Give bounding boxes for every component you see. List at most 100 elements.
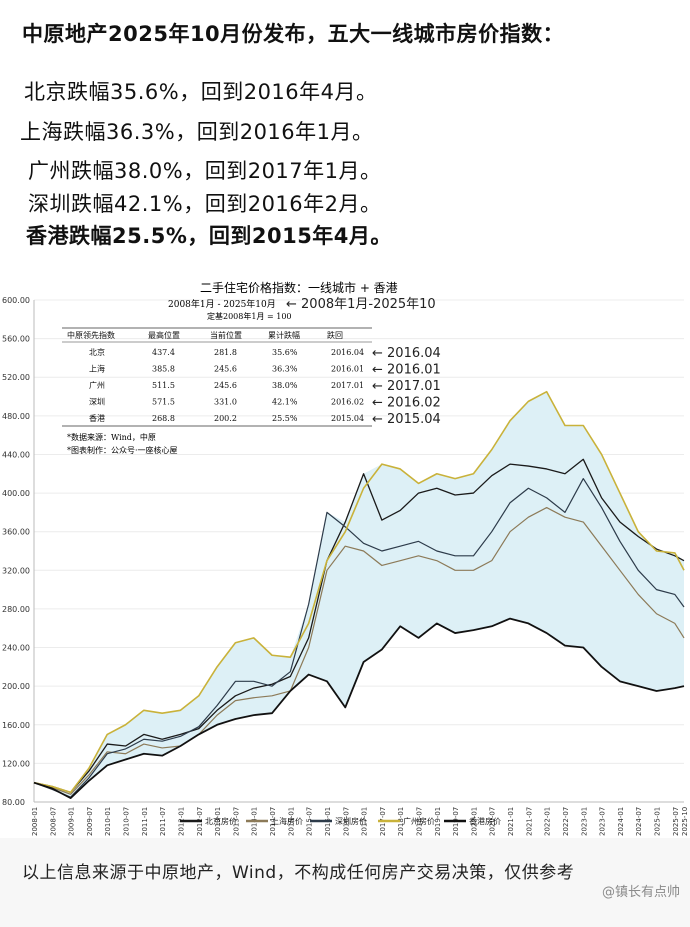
- x-tick-label: 2025-10: [681, 807, 689, 836]
- x-tick-label: 2022-01: [544, 807, 552, 836]
- x-tick-label: 2021-07: [525, 807, 533, 836]
- x-tick-label: 2022-07: [562, 807, 570, 836]
- chart-subtitle: 2008年1月 - 2025年10月: [168, 298, 276, 310]
- x-tick-label: 2011-07: [159, 807, 167, 836]
- table-header: 跌回: [327, 330, 343, 340]
- table-header: 当前位置: [210, 330, 242, 340]
- series-line-beijing: [33, 458, 685, 793]
- x-tick-label: 2014-07: [269, 807, 277, 836]
- table-cell: 437.4: [152, 348, 175, 357]
- x-tick-label: 2009-01: [68, 807, 76, 836]
- y-axis-ticks: 80.00 120.00 160.00 200.00 240.00 280.00 320.0…: [2, 296, 30, 807]
- x-tick-label: 2016-07: [342, 807, 350, 836]
- y-tick-label: 280.00: [2, 605, 30, 614]
- x-tick-label: 2013-01: [214, 807, 222, 836]
- y-tick-label: 440.00: [2, 450, 30, 459]
- base-note: 定基2008年1月 = 100: [207, 311, 292, 321]
- legend-label: 香港房价: [469, 816, 501, 826]
- legend-label: 广州房价: [403, 816, 435, 826]
- y-tick-label: 200.00: [2, 682, 30, 691]
- y-tick-label: 240.00: [2, 644, 30, 653]
- table-cell: 北京: [89, 347, 105, 357]
- table-cell: 200.2: [214, 414, 237, 423]
- table-cell: 571.5: [152, 398, 175, 407]
- x-tick-label: 2023-07: [599, 807, 607, 836]
- x-tick-label: 2011-01: [141, 807, 149, 836]
- y-tick-label: 600.00: [2, 296, 30, 305]
- series-line-shanghai: [33, 506, 685, 795]
- x-tick-label: 2008-07: [49, 807, 57, 836]
- table-header: 中原领先指数: [67, 330, 115, 340]
- handwritten-annotation: ← 2016.01: [372, 363, 441, 378]
- handwritten-annotation: ← 2016.02: [372, 396, 441, 411]
- table-cell: 广州: [89, 380, 105, 390]
- maker-note: *图表制作：公众号·一座核心屋: [67, 445, 178, 455]
- table-cell: 385.8: [152, 365, 175, 374]
- chart-series-lines: [33, 390, 685, 800]
- chart-legend: 北京房价 上海房价 深圳房价 广州房价 香港房价: [180, 816, 501, 826]
- x-tick-label: 2024-07: [635, 807, 643, 836]
- x-tick-label: 2018-07: [416, 807, 424, 836]
- headline: 中原地产2025年10月份发布，五大一线城市房价指数：: [22, 22, 565, 46]
- footer-background: [0, 838, 690, 927]
- x-tick-label: 2025-01: [654, 807, 662, 836]
- handwritten-annotation: ← 2016.04: [372, 346, 441, 361]
- x-tick-label: 2024-01: [617, 807, 625, 836]
- stat-guangzhou: 广州跌幅38.0%，回到2017年1月。: [28, 159, 382, 183]
- x-tick-label: 2010-01: [104, 807, 112, 836]
- stat-beijing: 北京跌幅35.6%，回到2016年4月。: [24, 80, 378, 104]
- y-tick-label: 80.00: [2, 798, 25, 807]
- table-cell: 2017.01: [331, 381, 364, 390]
- table-cell: 331.0: [214, 398, 237, 407]
- table-header: 最高位置: [148, 330, 180, 340]
- x-tick-label: 2013-07: [232, 807, 240, 836]
- y-tick-label: 160.00: [2, 721, 30, 730]
- y-tick-label: 360.00: [2, 528, 30, 537]
- table-cell: 2016.04: [331, 348, 364, 357]
- series-line-shenzhen: [33, 477, 685, 798]
- footer-disclaimer: 以上信息来源于中原地产，Wind，不构成任何房产交易决策，仅供参考: [22, 863, 575, 883]
- legend-label: 深圳房价: [335, 816, 367, 826]
- stat-hongkong: 香港跌幅25.5%，回到2015年4月。: [26, 224, 392, 248]
- handwritten-annotation: ← 2017.01: [372, 379, 441, 394]
- x-tick-label: 2019-01: [434, 807, 442, 836]
- subtitle-handwritten-note: ← 2008年1月-2025年10: [286, 297, 436, 312]
- table-header: 累计跌幅: [268, 330, 300, 340]
- x-tick-label: 2009-07: [86, 807, 94, 836]
- y-tick-label: 320.00: [2, 566, 30, 575]
- x-tick-label: 2018-01: [397, 807, 405, 836]
- x-tick-label: 2020-07: [489, 807, 497, 836]
- x-tick-label: 2015-01: [287, 807, 295, 836]
- x-tick-label: 2023-01: [580, 807, 588, 836]
- y-tick-label: 120.00: [2, 759, 30, 768]
- chart-title: 二手住宅价格指数：一线城市 + 香港: [200, 280, 398, 295]
- stat-shenzhen: 深圳跌幅42.1%，回到2016年2月。: [28, 192, 382, 216]
- table-cell: 38.0%: [272, 381, 298, 390]
- table-cell: 深圳: [89, 397, 105, 407]
- y-tick-label: 400.00: [2, 489, 30, 498]
- y-tick-label: 480.00: [2, 412, 30, 421]
- legend-label: 北京房价: [205, 816, 237, 826]
- table-cell: 2016.01: [331, 365, 364, 374]
- table-cell: 香港: [89, 413, 105, 423]
- watermark: @镇长有点帅: [601, 885, 680, 900]
- table-cell: 35.6%: [272, 348, 298, 357]
- table-cell: 上海: [89, 364, 105, 374]
- x-tick-label: 2020-01: [470, 807, 478, 836]
- table-cell: 281.8: [214, 348, 237, 357]
- x-tick-label: 2017-01: [361, 807, 369, 836]
- table-cell: 245.6: [214, 381, 237, 390]
- source-note: *数据来源：Wind，中原: [67, 432, 156, 442]
- table-cell: 245.6: [214, 365, 237, 374]
- x-tick-label: 2015-07: [306, 807, 314, 836]
- stat-shanghai: 上海跌幅36.3%，回到2016年1月。: [20, 120, 374, 144]
- x-tick-label: 2025-07: [672, 807, 680, 836]
- series-line-guangzhou: [33, 390, 685, 794]
- y-tick-label: 560.00: [2, 335, 30, 344]
- table-cell: 2015.04: [331, 414, 364, 423]
- table-cell: 2016.02: [331, 398, 364, 407]
- table-cell: 268.8: [152, 414, 175, 423]
- table-cell: 42.1%: [272, 398, 298, 407]
- y-tick-label: 520.00: [2, 373, 30, 382]
